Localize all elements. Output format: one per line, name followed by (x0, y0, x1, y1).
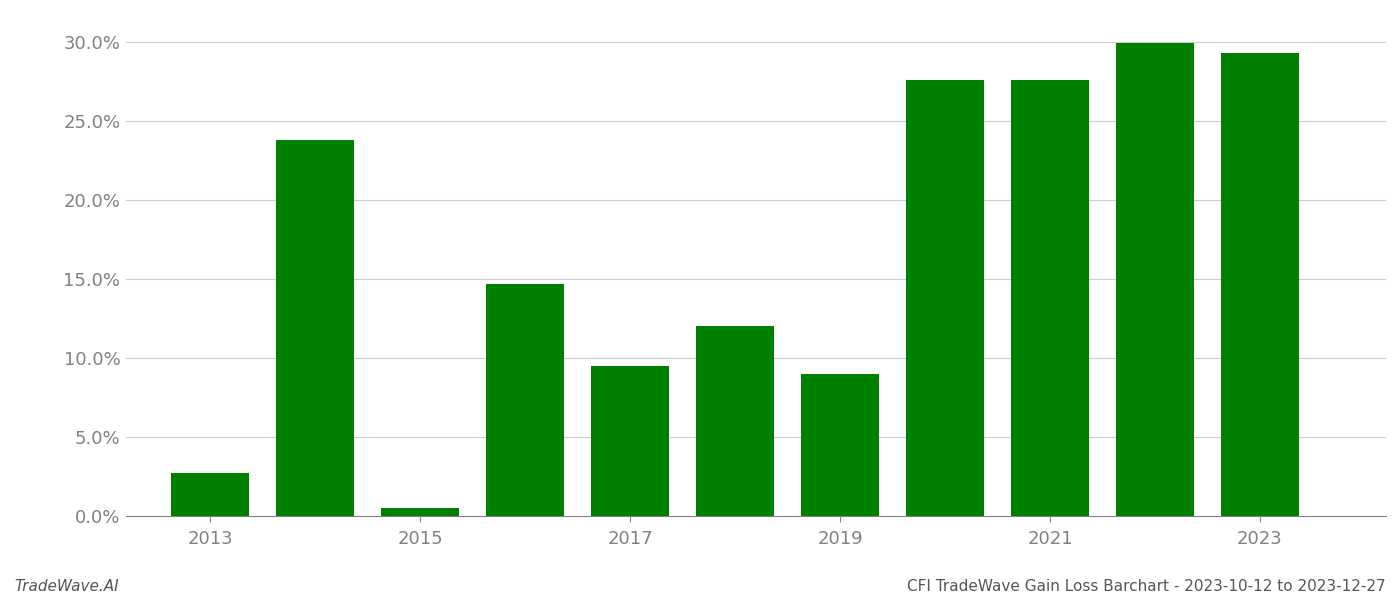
Bar (1221, 53, 1299, 516)
Bar (906, 80, 984, 516)
Bar (1116, 43, 1194, 516)
Text: CFI TradeWave Gain Loss Barchart - 2023-10-12 to 2023-12-27: CFI TradeWave Gain Loss Barchart - 2023-… (907, 579, 1386, 594)
Bar (801, 374, 879, 516)
Bar (276, 140, 354, 516)
Bar (381, 508, 459, 516)
Bar (486, 284, 564, 516)
Bar (171, 473, 249, 516)
Bar (591, 366, 669, 516)
Bar (1011, 80, 1089, 516)
Bar (696, 326, 774, 516)
Text: TradeWave.AI: TradeWave.AI (14, 579, 119, 594)
